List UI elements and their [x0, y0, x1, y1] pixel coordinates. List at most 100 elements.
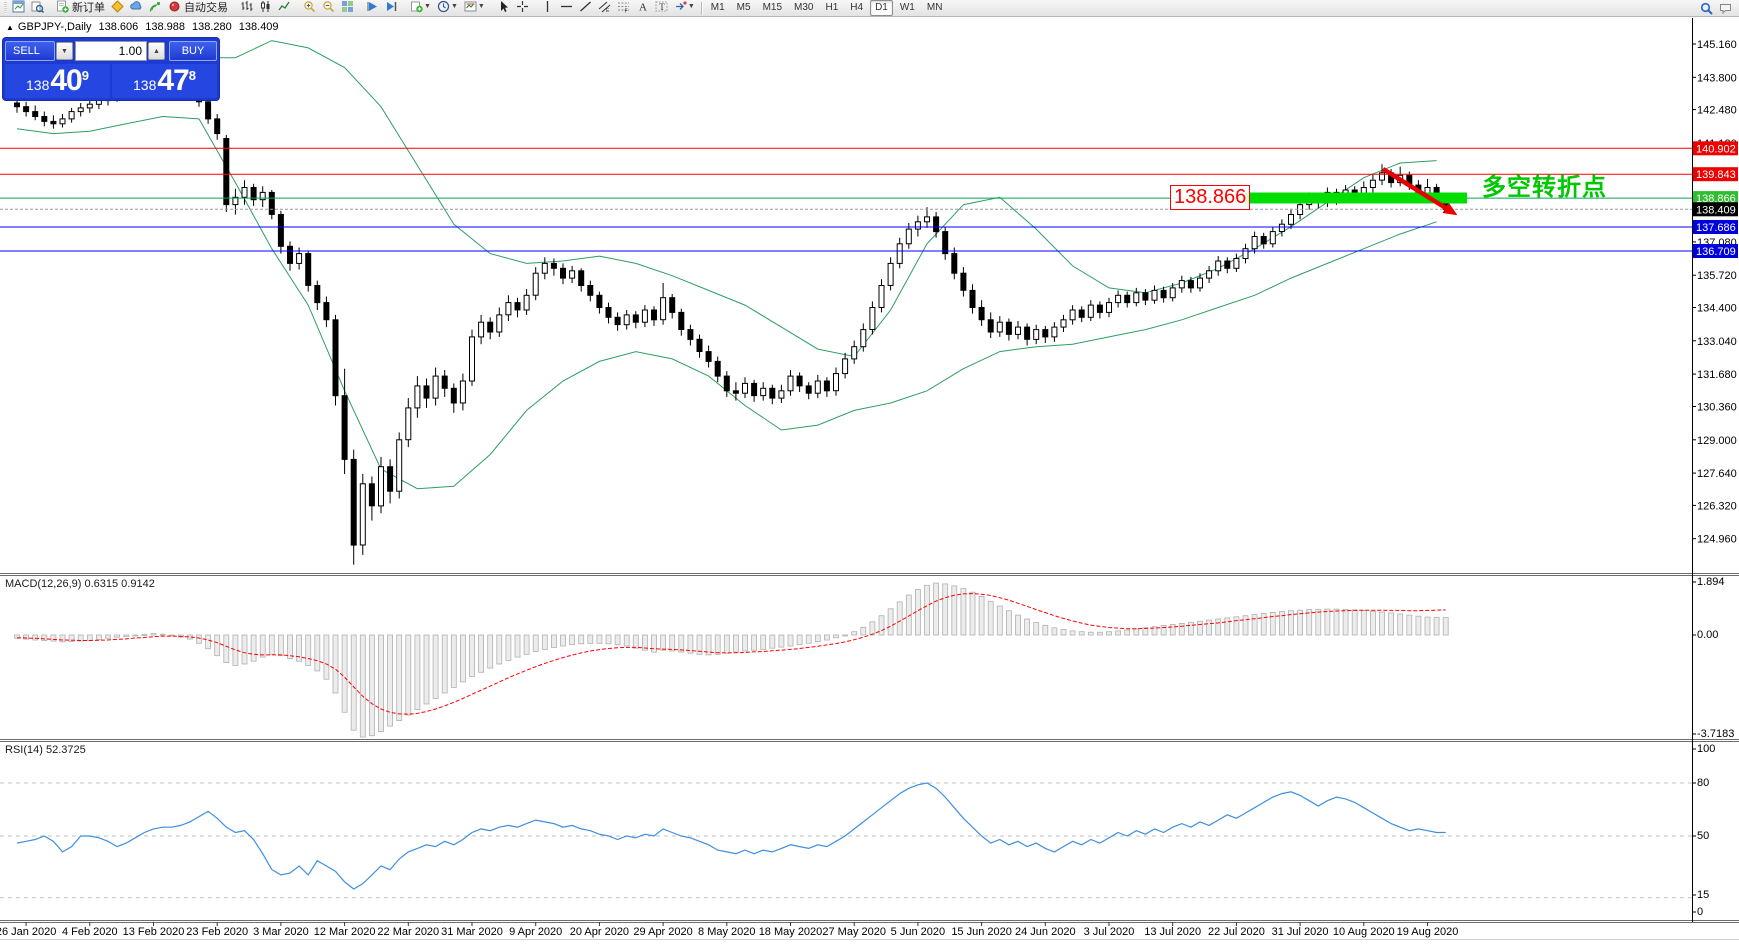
- chart-profiles-icon: [31, 0, 44, 13]
- search-button[interactable]: [1697, 0, 1716, 17]
- fibonacci-button[interactable]: F: [614, 0, 633, 15]
- zoom-in-button[interactable]: [300, 0, 319, 15]
- ohlc-high: 138.988: [145, 21, 186, 33]
- volume-decrease-button[interactable]: ▼: [56, 42, 73, 60]
- price-tick-label: 145.160: [1697, 39, 1737, 51]
- candle-chart-mode-button[interactable]: [256, 0, 275, 15]
- crosshair-button[interactable]: [513, 0, 532, 15]
- templates-button[interactable]: ▼: [461, 0, 488, 15]
- sell-price-point: 9: [81, 67, 89, 83]
- buy-price-button[interactable]: 138 47 8: [112, 64, 217, 98]
- ohlc-open: 138.606: [98, 21, 139, 33]
- sell-button[interactable]: SELL: [5, 41, 55, 61]
- price-tick-label: 129.000: [1697, 435, 1737, 447]
- market-icon: [130, 0, 143, 13]
- buy-price-point: 8: [188, 67, 196, 83]
- rsi-tick-label: 100: [1697, 743, 1715, 755]
- timeframe-h4-button[interactable]: H4: [850, 2, 864, 13]
- volume-increase-button[interactable]: ▲: [148, 42, 165, 60]
- turning-point-note[interactable]: 多空转折点: [1482, 174, 1607, 201]
- trendline-button[interactable]: [576, 0, 595, 15]
- date-label: 20 Apr 2020: [570, 926, 629, 938]
- new-order-label: 新订单: [72, 1, 105, 14]
- chart-profiles-button[interactable]: [28, 0, 47, 15]
- vertical-line-icon: [541, 0, 554, 13]
- buy-button[interactable]: BUY: [169, 41, 217, 61]
- equidistant-channel-icon: E: [598, 0, 611, 13]
- chat-button[interactable]: [1716, 0, 1735, 17]
- svg-text:A: A: [639, 2, 647, 14]
- arrows-button[interactable]: ▼: [671, 0, 698, 15]
- vertical-line-button[interactable]: [538, 0, 557, 15]
- signals-button[interactable]: [146, 0, 165, 15]
- level-price-box[interactable]: 138.866: [1170, 185, 1251, 210]
- timeframe-h1-button[interactable]: H1: [825, 2, 839, 13]
- equidistant-channel-button[interactable]: E: [595, 0, 614, 15]
- timeframe-d1-button[interactable]: D1: [870, 0, 893, 16]
- step-forward-icon: [385, 0, 398, 13]
- down-arrow[interactable]: [1381, 167, 1451, 212]
- text-label-icon: T: [655, 0, 668, 13]
- toolbar-grip[interactable]: [4, 2, 7, 14]
- timeframe-w1-button[interactable]: W1: [899, 2, 915, 13]
- price-chip: [1693, 141, 1738, 156]
- macd-tick-label: 0.00: [1697, 629, 1718, 641]
- date-label: 12 Mar 2020: [314, 926, 376, 938]
- date-label: 15 Jun 2020: [951, 926, 1012, 938]
- zoom-in-icon: [303, 0, 316, 13]
- date-label: 3 Mar 2020: [253, 926, 309, 938]
- date-label: 5 Jun 2020: [891, 926, 945, 938]
- rsi-pane: 100 80 50 15 0: [0, 743, 1715, 918]
- timeframe-m30-button[interactable]: M30: [794, 2, 814, 13]
- bar-chart-mode-button[interactable]: [237, 0, 256, 15]
- templates-icon: [464, 0, 477, 13]
- strategy-tester-icon: [366, 0, 379, 13]
- timeframe-m1-button[interactable]: M1: [710, 2, 725, 13]
- dropdown-caret-icon: ▼: [450, 3, 458, 10]
- sell-price-button[interactable]: 138 40 9: [5, 64, 110, 98]
- cursor-button[interactable]: [494, 0, 513, 15]
- text-label-button[interactable]: T: [652, 0, 671, 15]
- text-button[interactable]: A: [633, 0, 652, 15]
- rsi-tick-label: 50: [1697, 830, 1709, 842]
- autotrading-label: 自动交易: [184, 1, 228, 14]
- zoom-out-button[interactable]: [319, 0, 338, 15]
- date-label: 27 May 2020: [822, 926, 886, 938]
- tile-windows-icon: [341, 0, 354, 13]
- periods-icon: [437, 0, 450, 13]
- volume-input[interactable]: [76, 42, 146, 60]
- new-order-button[interactable]: 新订单: [53, 0, 108, 15]
- macd-tick-label: -3.7183: [1697, 728, 1734, 740]
- market-button[interactable]: [127, 0, 146, 15]
- price-tick-label: 134.400: [1697, 303, 1737, 315]
- timeframe-m15-button[interactable]: M15: [762, 2, 783, 13]
- autotrading-icon: [168, 0, 181, 13]
- add-indicator-button[interactable]: ▼: [407, 0, 434, 15]
- timeframe-m5-button[interactable]: M5: [736, 2, 751, 13]
- horizontal-line-button[interactable]: [557, 0, 576, 15]
- autotrading-button[interactable]: 自动交易: [165, 0, 231, 15]
- sell-price-big: 138: [26, 77, 50, 93]
- buy-price-pips: 47: [157, 64, 189, 97]
- tile-windows-button[interactable]: [338, 0, 357, 15]
- turning-point-band[interactable]: [1245, 192, 1467, 204]
- periods-button[interactable]: ▼: [434, 0, 461, 15]
- symbol-name: GBPJPY-,Daily: [17, 21, 92, 33]
- date-label: 29 Apr 2020: [633, 926, 692, 938]
- oneclick-toggle-icon[interactable]: ▲: [6, 23, 14, 32]
- price-tick-label: 142.480: [1697, 105, 1737, 117]
- dropdown-caret-icon: ▼: [477, 3, 485, 10]
- new-chart-button[interactable]: [9, 0, 28, 15]
- line-chart-mode-button[interactable]: [275, 0, 294, 15]
- zoom-out-icon: [322, 0, 335, 13]
- price-tick-label: 127.640: [1697, 468, 1737, 480]
- metaeditor-button[interactable]: [108, 0, 127, 15]
- date-axis[interactable]: 26 Jan 2020 4 Feb 2020 13 Feb 2020 23 Feb 2…: [0, 922, 1458, 938]
- macd-tick-label: 1.894: [1697, 576, 1725, 588]
- timeframe-mn-button[interactable]: MN: [926, 2, 943, 13]
- step-forward-button[interactable]: [382, 0, 401, 15]
- macd-signal-line: [16, 593, 1446, 715]
- strategy-tester-button[interactable]: [363, 0, 382, 15]
- date-label: 8 May 2020: [698, 926, 755, 938]
